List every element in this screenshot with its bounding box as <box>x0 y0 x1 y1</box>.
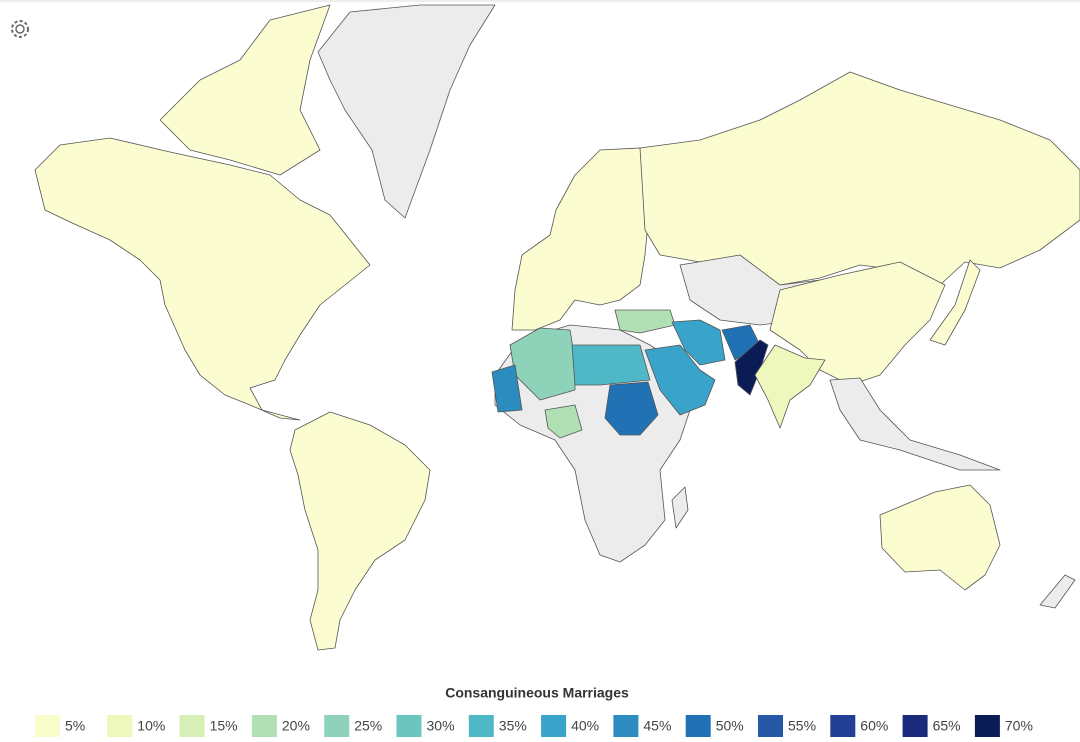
legend-swatch[interactable] <box>541 715 567 737</box>
legend-item[interactable]: 35% <box>468 715 527 737</box>
legend: 5% 10% 15% 20% 25% 30% 35% 40% 45% 50% 55% 60% 65% 70… <box>35 715 1033 737</box>
legend-item[interactable]: 20% <box>251 715 310 737</box>
legend-label[interactable]: 15% <box>210 718 238 734</box>
legend-item[interactable]: 70% <box>974 715 1033 737</box>
europe <box>511 147 651 331</box>
legend-swatch[interactable] <box>396 715 422 737</box>
legend-label[interactable]: 10% <box>137 718 165 734</box>
legend-swatch[interactable] <box>107 715 133 737</box>
greenland <box>317 4 496 219</box>
legend-item[interactable]: 50% <box>685 715 744 737</box>
south-america <box>289 411 431 651</box>
legend-label[interactable]: 65% <box>933 718 961 734</box>
legend-label[interactable]: 25% <box>354 718 382 734</box>
libya-egypt <box>571 344 651 386</box>
southeast-asia <box>829 377 1001 471</box>
legend-item[interactable]: 30% <box>396 715 455 737</box>
legend-swatch[interactable] <box>830 715 856 737</box>
legend-label[interactable]: 50% <box>716 718 744 734</box>
legend-item[interactable]: 65% <box>902 715 961 737</box>
legend-item[interactable]: 40% <box>541 715 599 737</box>
legend-swatch[interactable] <box>974 715 1000 737</box>
legend-swatch[interactable] <box>685 715 711 737</box>
china <box>769 261 946 386</box>
legend-item[interactable]: 55% <box>758 715 816 737</box>
legend-item[interactable]: 10% <box>107 715 165 737</box>
legend-label[interactable]: 60% <box>860 718 888 734</box>
legend-item[interactable]: 60% <box>830 715 888 737</box>
legend-item[interactable]: 5% <box>35 715 85 737</box>
legend-label[interactable]: 55% <box>788 718 816 734</box>
legend-item[interactable]: 25% <box>324 715 382 737</box>
arctic-islands <box>159 4 331 176</box>
legend-swatch[interactable] <box>324 715 350 737</box>
legend-label[interactable]: 5% <box>65 718 85 734</box>
legend-label[interactable]: 30% <box>427 718 455 734</box>
legend-label[interactable]: 70% <box>1005 718 1033 734</box>
nigeria <box>544 404 583 439</box>
japan <box>929 259 981 346</box>
settings-icon[interactable] <box>11 20 29 38</box>
legend-item[interactable]: 15% <box>179 715 238 737</box>
australia <box>879 484 1001 591</box>
legend-item[interactable]: 45% <box>613 715 671 737</box>
saudi-arabia <box>644 344 716 416</box>
north-america <box>34 137 371 421</box>
mauritania <box>491 364 523 413</box>
legend-title: Consanguineous Marriages <box>445 685 629 701</box>
legend-swatch[interactable] <box>35 715 60 737</box>
legend-label[interactable]: 35% <box>499 718 527 734</box>
legend-label[interactable]: 40% <box>571 718 599 734</box>
madagascar <box>671 486 689 529</box>
legend-swatch[interactable] <box>179 715 205 737</box>
legend-swatch[interactable] <box>902 715 928 737</box>
iran <box>671 319 726 366</box>
legend-label[interactable]: 45% <box>643 718 671 734</box>
legend-swatch[interactable] <box>758 715 783 737</box>
legend-swatch[interactable] <box>251 715 277 737</box>
countries <box>34 4 1080 651</box>
turkey <box>614 309 676 334</box>
legend-swatch[interactable] <box>468 715 494 737</box>
sudan <box>604 381 659 436</box>
russia <box>639 71 1080 286</box>
new-zealand <box>1039 574 1076 609</box>
legend-label[interactable]: 20% <box>282 718 310 734</box>
india <box>754 344 826 429</box>
legend-swatch[interactable] <box>613 715 639 737</box>
